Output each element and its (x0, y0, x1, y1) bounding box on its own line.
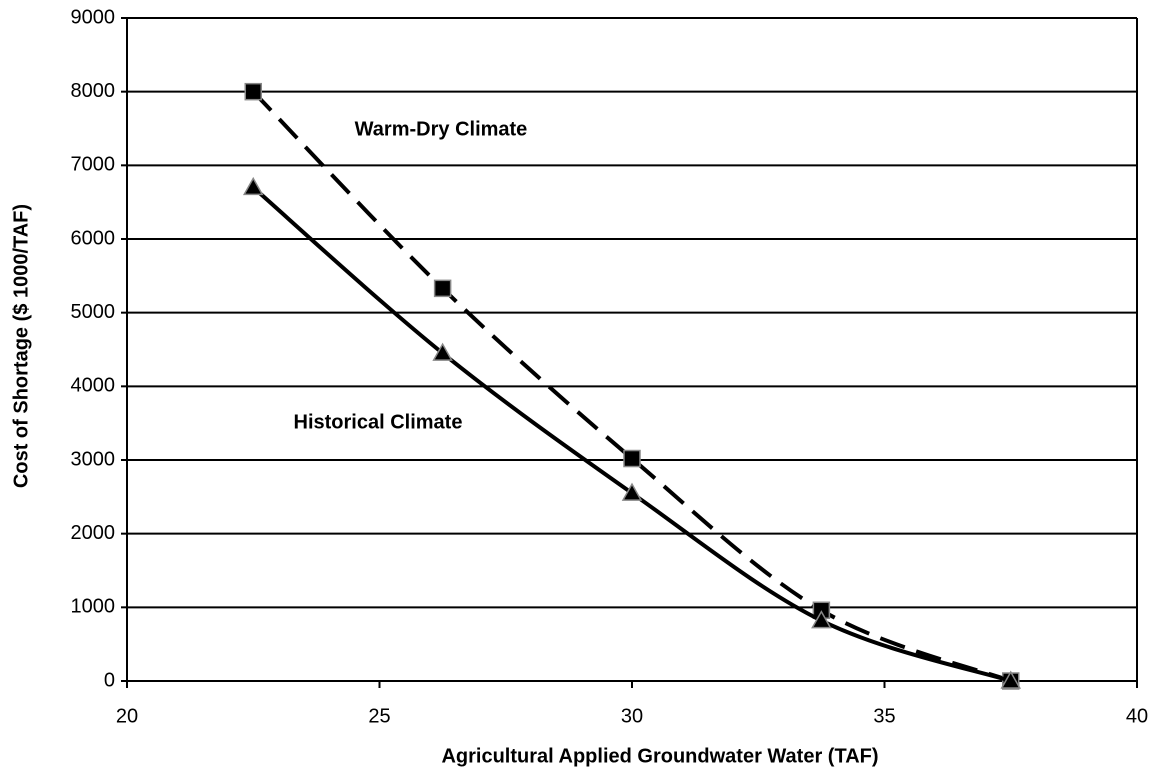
y-tick-label: 3000 (71, 448, 116, 470)
x-tick-label: 20 (116, 705, 138, 727)
y-tick-label: 4000 (71, 375, 116, 397)
x-tick-label: 40 (1126, 705, 1148, 727)
x-axis-title: Agricultural Applied Groundwater Water (… (441, 745, 878, 767)
series-label: Warm-Dry Climate (355, 118, 528, 140)
series-line (251, 90, 1012, 683)
marker (811, 610, 832, 629)
marker (244, 82, 262, 101)
y-tick-label: 1000 (71, 596, 116, 618)
marker (623, 449, 641, 468)
y-tick-label: 5000 (71, 301, 116, 323)
y-tick-label: 6000 (71, 227, 116, 249)
marker (432, 342, 453, 361)
marker (1000, 670, 1022, 689)
x-tick-label: 25 (368, 705, 390, 727)
y-tick-label: 8000 (71, 80, 116, 102)
y-axis-title: Cost of Shortage ($ 1000/TAF) (10, 204, 32, 488)
series-label: Historical Climate (294, 411, 463, 433)
y-tick-label: 2000 (71, 522, 116, 544)
y-tick-label: 9000 (71, 6, 116, 28)
marker (242, 176, 264, 196)
marker (433, 279, 452, 298)
x-tick-label: 35 (873, 705, 895, 727)
x-tick-label: 30 (621, 705, 643, 727)
marker (621, 482, 643, 501)
y-tick-label: 7000 (71, 154, 116, 176)
y-tick-label: 0 (104, 669, 115, 691)
